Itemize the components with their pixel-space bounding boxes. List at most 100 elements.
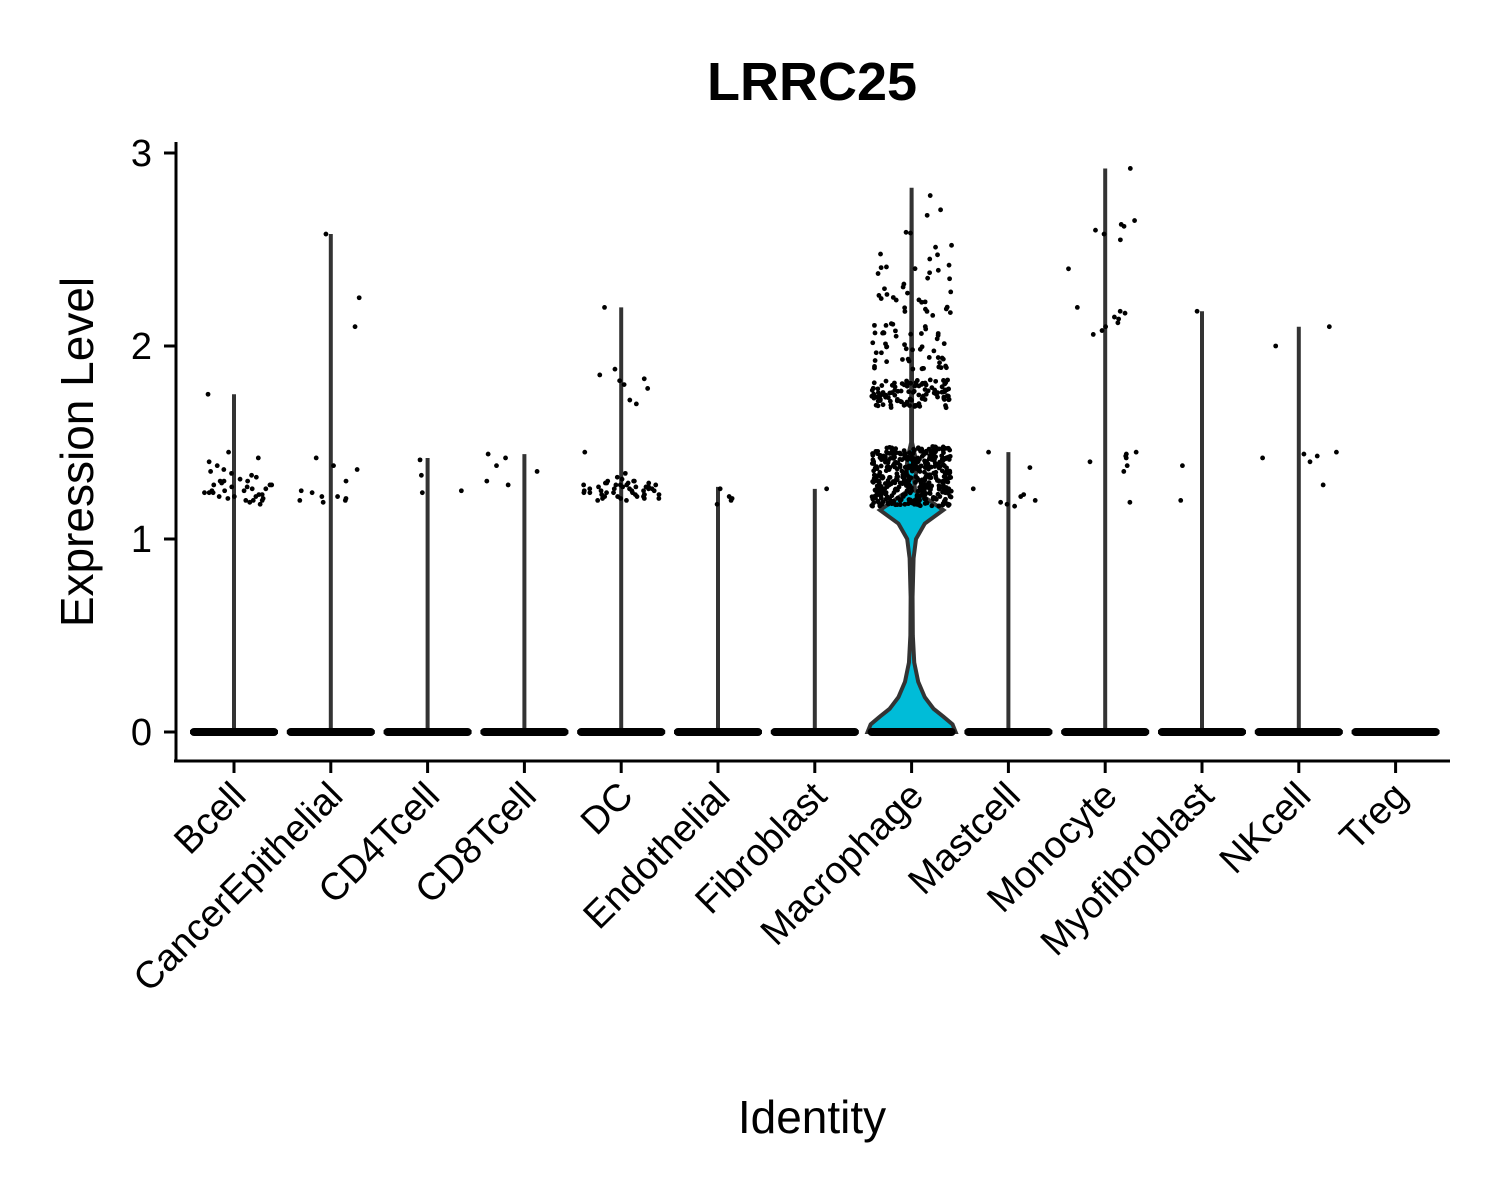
- data-point: [906, 481, 911, 487]
- data-point: [928, 449, 934, 455]
- x-tick-label: Treg: [1332, 775, 1416, 859]
- data-point: [948, 475, 954, 480]
- data-point: [937, 360, 942, 366]
- data-point: [611, 490, 616, 496]
- data-point: [1178, 498, 1184, 503]
- data-point: [244, 484, 250, 490]
- zero-points-cd8tcell: [480, 728, 569, 736]
- data-point: [945, 377, 950, 383]
- data-point: [875, 386, 881, 392]
- data-point: [1093, 227, 1098, 233]
- data-point: [894, 471, 900, 477]
- data-point: [903, 229, 909, 235]
- zero-points-dc: [577, 728, 666, 736]
- data-point: [895, 460, 901, 466]
- data-point: [943, 496, 948, 502]
- data-point: [872, 358, 878, 363]
- data-point: [884, 264, 889, 270]
- data-point: [211, 482, 217, 488]
- zero-points-mastcell: [964, 728, 1053, 736]
- data-point: [927, 377, 933, 383]
- data-point: [922, 501, 928, 506]
- data-point: [229, 484, 235, 490]
- zero-points-myofibroblast: [1158, 728, 1246, 736]
- x-axis-title: Identity: [738, 1091, 886, 1143]
- data-point: [892, 380, 897, 386]
- data-point: [946, 468, 952, 474]
- data-point: [884, 445, 890, 451]
- data-point: [875, 398, 881, 404]
- data-point: [596, 484, 601, 490]
- data-point: [904, 378, 909, 384]
- data-point: [1334, 449, 1339, 455]
- data-point: [948, 488, 954, 494]
- data-point: [320, 499, 326, 505]
- data-point: [717, 486, 723, 492]
- data-point: [871, 461, 877, 466]
- data-point: [902, 450, 908, 456]
- data-point: [923, 306, 928, 312]
- data-point: [263, 486, 269, 492]
- data-point: [875, 448, 881, 454]
- data-point: [909, 488, 915, 494]
- data-point: [925, 275, 931, 281]
- data-point: [901, 477, 907, 483]
- data-point: [910, 450, 916, 456]
- data-point: [902, 309, 908, 314]
- data-point: [936, 364, 942, 370]
- data-point: [225, 496, 231, 501]
- data-point: [911, 466, 916, 472]
- data-point: [202, 490, 207, 496]
- chart-title: LRRC25: [707, 52, 917, 112]
- data-point: [313, 455, 319, 461]
- data-point: [1132, 218, 1137, 223]
- data-point: [919, 449, 925, 454]
- data-point: [872, 322, 877, 328]
- data-point: [899, 468, 905, 474]
- data-point: [875, 487, 880, 493]
- data-point: [880, 390, 886, 395]
- data-point: [597, 372, 603, 378]
- data-point: [880, 330, 885, 336]
- data-point: [1314, 453, 1320, 459]
- data-point: [940, 489, 945, 495]
- data-point: [503, 455, 508, 461]
- data-point: [901, 382, 907, 388]
- data-point: [249, 486, 255, 492]
- data-point: [940, 482, 946, 488]
- data-point: [634, 494, 640, 499]
- data-point: [943, 405, 949, 411]
- data-point: [922, 477, 928, 483]
- data-point: [903, 346, 909, 352]
- data-point: [897, 464, 903, 470]
- data-point: [946, 397, 952, 403]
- data-point: [916, 502, 922, 508]
- y-tick-label: 3: [131, 133, 152, 175]
- data-point: [889, 493, 895, 499]
- data-point: [620, 484, 626, 490]
- data-point: [946, 502, 952, 508]
- data-point: [419, 490, 425, 496]
- data-point: [893, 333, 899, 339]
- data-point: [1320, 482, 1326, 488]
- data-point: [323, 231, 329, 237]
- data-point: [902, 342, 907, 348]
- data-point: [923, 465, 928, 470]
- data-point: [458, 488, 464, 494]
- data-point: [605, 478, 611, 484]
- data-point: [1260, 455, 1265, 461]
- data-point: [600, 496, 605, 501]
- data-point: [944, 393, 950, 399]
- data-point: [485, 451, 491, 457]
- data-point: [900, 284, 906, 290]
- data-point: [910, 366, 916, 372]
- data-point: [907, 450, 912, 456]
- data-point: [893, 446, 899, 452]
- data-point: [944, 304, 950, 310]
- data-point: [1326, 324, 1332, 330]
- data-point: [873, 350, 879, 356]
- data-point: [906, 477, 912, 483]
- data-point: [883, 491, 888, 497]
- data-point: [919, 396, 925, 401]
- data-point: [878, 265, 884, 271]
